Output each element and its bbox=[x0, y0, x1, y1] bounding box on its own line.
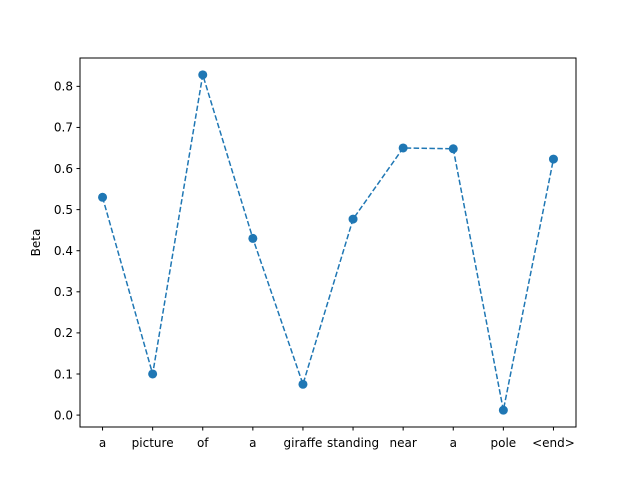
x-axis: a picture of a giraffe standing near a pole <end> bbox=[99, 427, 575, 450]
data-point bbox=[198, 70, 208, 80]
data-point bbox=[398, 143, 408, 153]
series-line bbox=[101, 74, 555, 411]
x-tick-label: a bbox=[99, 436, 106, 450]
y-tick-label: 0.4 bbox=[54, 244, 73, 258]
x-tick-label: a bbox=[249, 436, 256, 450]
data-point bbox=[148, 369, 158, 379]
data-point bbox=[348, 214, 358, 224]
x-tick-label: giraffe bbox=[284, 436, 323, 450]
y-tick-label: 0.1 bbox=[54, 367, 73, 381]
data-point bbox=[498, 405, 508, 415]
y-tick-label: 0.5 bbox=[54, 203, 73, 217]
y-tick-label: 0.3 bbox=[54, 285, 73, 299]
y-tick-label: 0.0 bbox=[54, 408, 73, 422]
x-tick-label: <end> bbox=[532, 436, 575, 450]
data-point bbox=[548, 154, 558, 164]
y-tick-label: 0.2 bbox=[54, 326, 73, 340]
x-tick-label: picture bbox=[132, 436, 174, 450]
y-tick-label: 0.6 bbox=[54, 162, 73, 176]
x-tick-label: of bbox=[197, 436, 209, 450]
x-tick-label: pole bbox=[491, 436, 517, 450]
data-point bbox=[448, 144, 458, 154]
x-tick-label: near bbox=[390, 436, 417, 450]
x-tick-label: a bbox=[450, 436, 457, 450]
y-axis-label: Beta bbox=[29, 229, 43, 257]
y-tick-label: 0.8 bbox=[54, 80, 73, 94]
plot-area bbox=[80, 58, 576, 427]
plot-frame bbox=[79, 57, 577, 428]
y-axis: 0.0 0.1 0.2 0.3 0.4 0.5 0.6 0.7 0.8 bbox=[54, 80, 80, 422]
x-tick-label: standing bbox=[327, 436, 379, 450]
data-point bbox=[98, 192, 108, 202]
data-point bbox=[298, 379, 308, 389]
data-point bbox=[248, 233, 258, 243]
y-tick-label: 0.7 bbox=[54, 121, 73, 135]
series-layer bbox=[98, 70, 558, 415]
